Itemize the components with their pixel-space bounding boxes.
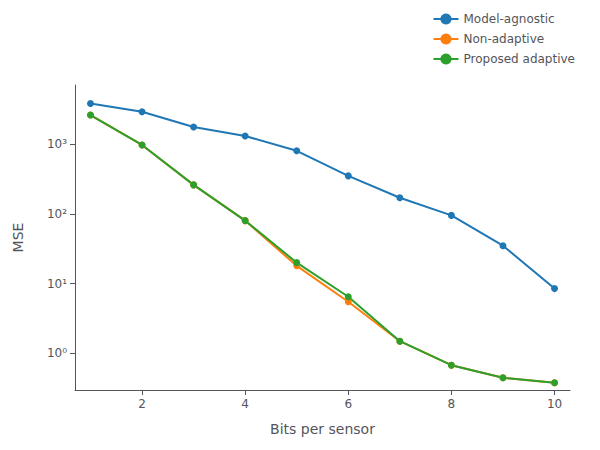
svg-text:2: 2 bbox=[138, 397, 146, 411]
svg-text:10²: 10² bbox=[47, 207, 67, 221]
svg-text:Proposed adaptive: Proposed adaptive bbox=[463, 52, 575, 66]
svg-text:10: 10 bbox=[547, 397, 562, 411]
svg-text:Non-adaptive: Non-adaptive bbox=[463, 32, 544, 46]
svg-text:8: 8 bbox=[448, 397, 456, 411]
svg-text:6: 6 bbox=[344, 397, 352, 411]
svg-text:10³: 10³ bbox=[47, 137, 67, 151]
svg-text:Bits per sensor: Bits per sensor bbox=[270, 421, 375, 437]
svg-text:10⁰: 10⁰ bbox=[47, 346, 67, 360]
svg-text:Model-agnostic: Model-agnostic bbox=[463, 12, 554, 26]
svg-text:MSE: MSE bbox=[10, 223, 26, 253]
svg-text:4: 4 bbox=[241, 397, 249, 411]
svg-text:10¹: 10¹ bbox=[47, 277, 67, 291]
